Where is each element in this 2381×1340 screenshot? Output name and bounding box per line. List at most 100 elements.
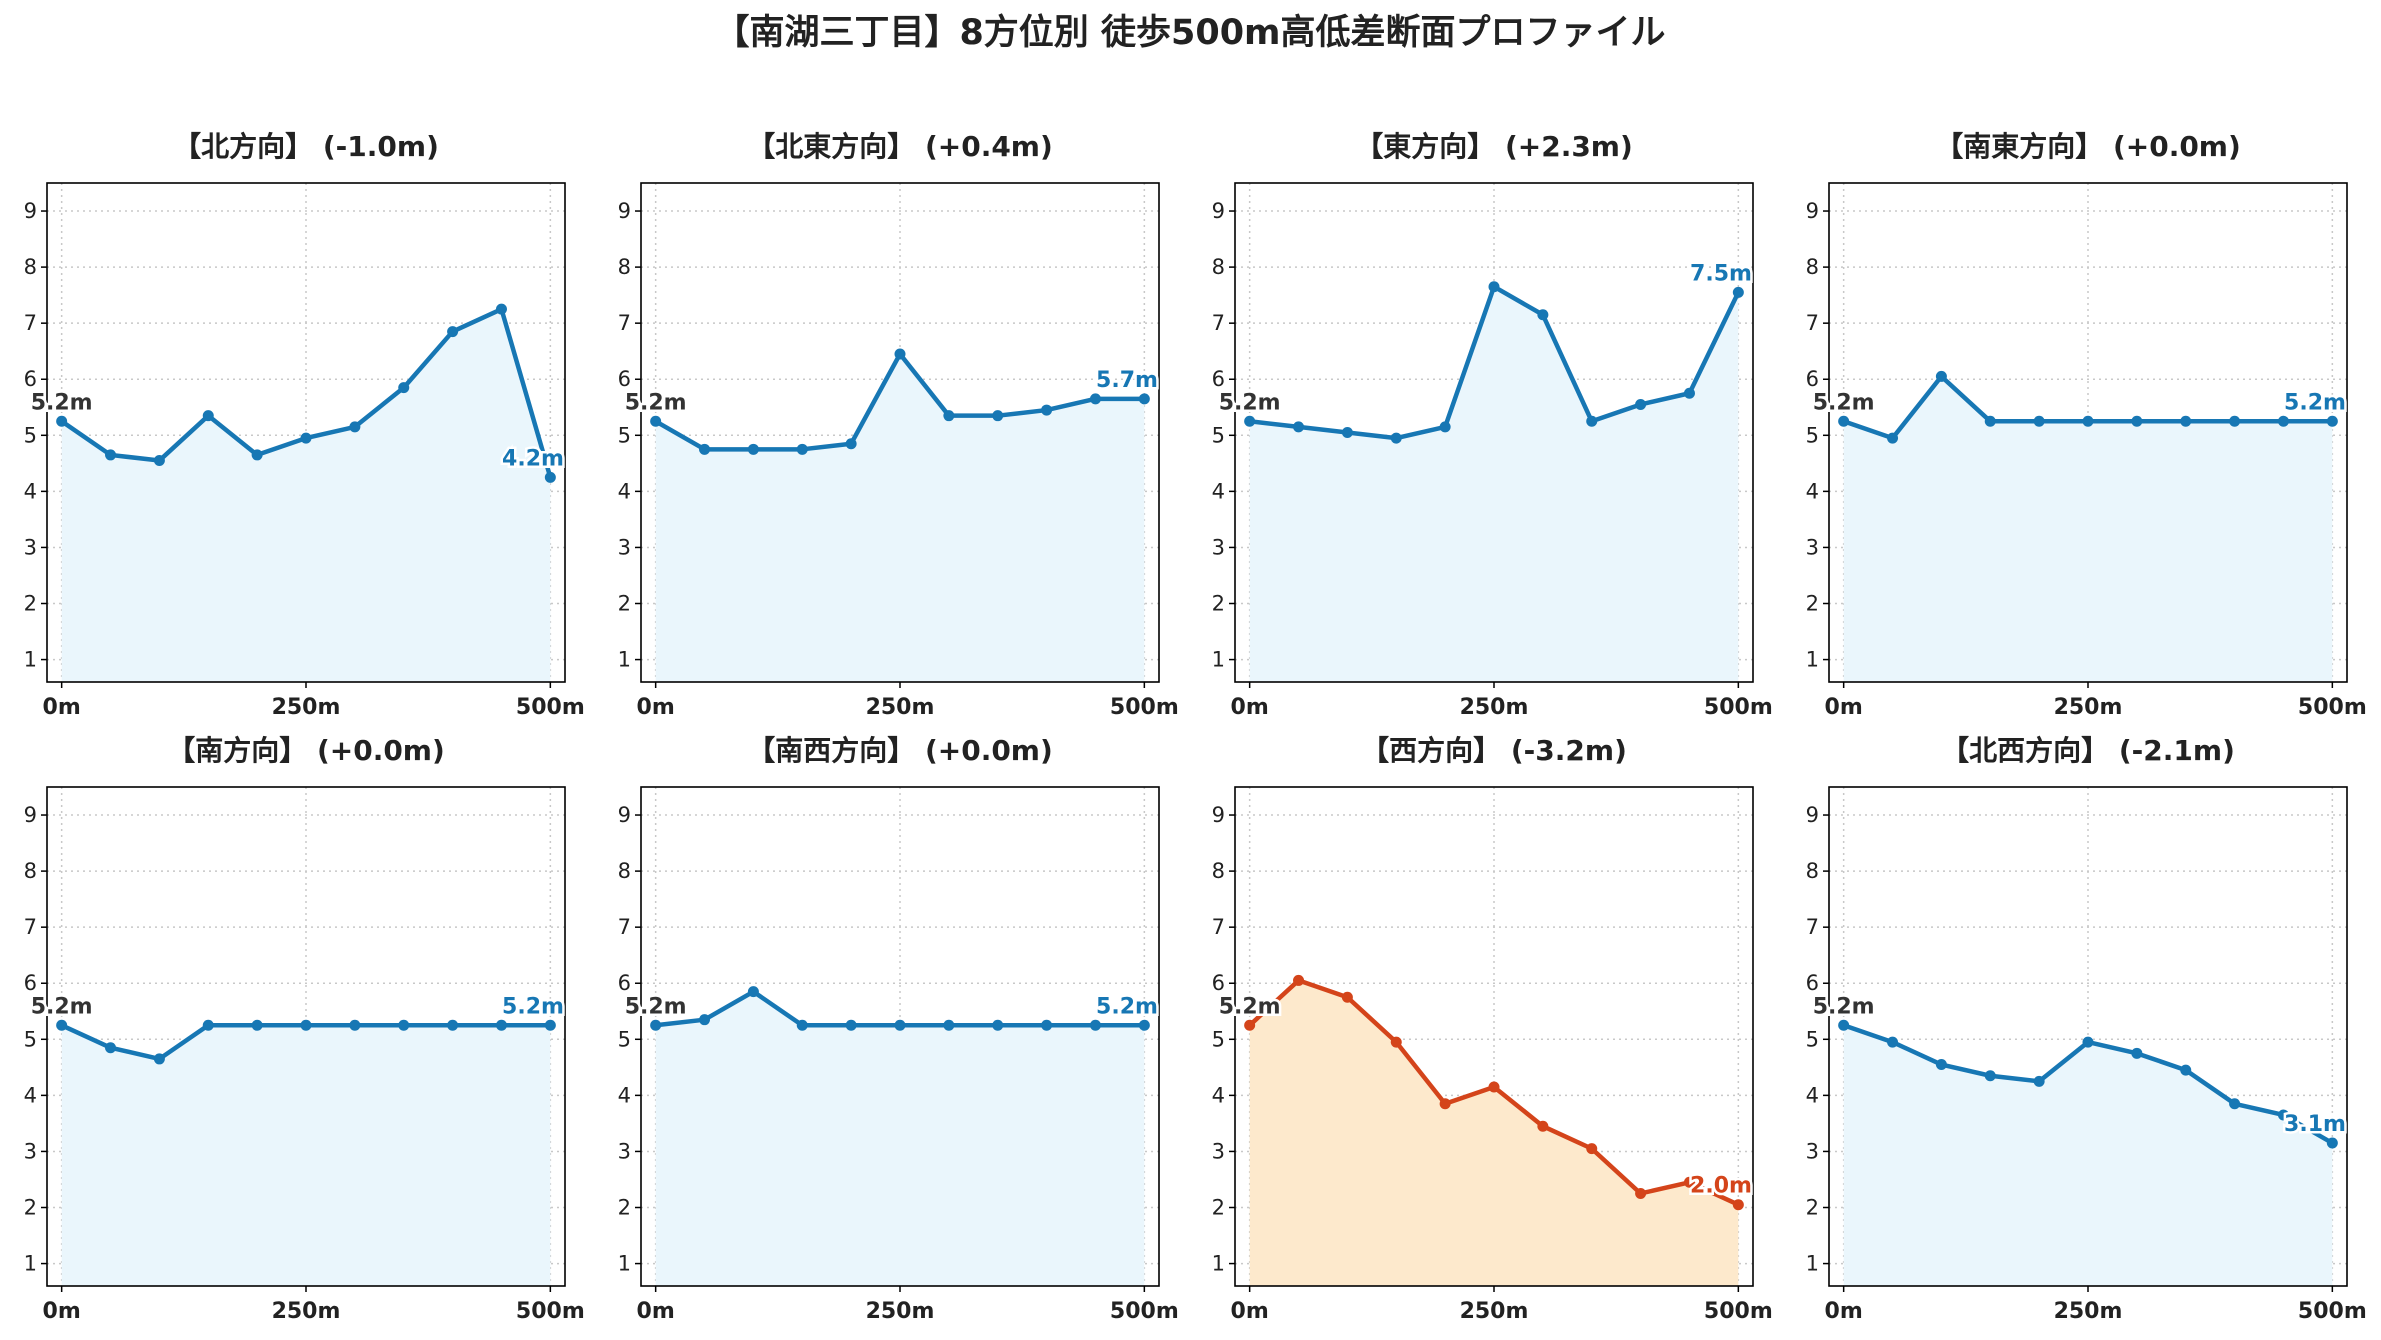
data-point bbox=[894, 1019, 906, 1031]
y-tick-label: 1 bbox=[24, 1252, 37, 1276]
data-point bbox=[992, 410, 1004, 422]
data-point bbox=[1732, 286, 1744, 298]
x-tick-label: 0m bbox=[1825, 1299, 1863, 1324]
data-point bbox=[1293, 421, 1305, 433]
y-tick-label: 1 bbox=[24, 648, 37, 672]
end-value-label: 2.0m bbox=[1690, 1174, 1752, 1199]
y-tick-label: 1 bbox=[1806, 1252, 1819, 1276]
data-point bbox=[796, 1019, 808, 1031]
data-point bbox=[1935, 1059, 1947, 1071]
start-value-label: 5.2m bbox=[31, 390, 93, 415]
data-point bbox=[2131, 415, 2143, 427]
data-point bbox=[398, 1019, 410, 1031]
y-tick-label: 2 bbox=[1212, 592, 1225, 616]
data-point bbox=[1683, 1176, 1695, 1188]
panel-0: 【北方向】 (-1.0m) 1 2 3 4 5 6 7 8 9 0m 250m 500m 5.2m 4.2m bbox=[24, 130, 585, 720]
x-tick-label: 0m bbox=[637, 1299, 675, 1324]
data-point bbox=[349, 421, 361, 433]
data-point bbox=[1341, 427, 1353, 438]
data-point bbox=[105, 449, 117, 461]
x-tick-label: 500m bbox=[1110, 695, 1179, 720]
y-tick-label: 7 bbox=[618, 311, 631, 335]
y-tick-label: 8 bbox=[24, 255, 37, 279]
y-tick-label: 8 bbox=[1212, 255, 1225, 279]
y-tick-label: 5 bbox=[618, 423, 631, 447]
end-value-label: 5.2m bbox=[1096, 994, 1158, 1019]
x-tick-label: 500m bbox=[516, 695, 585, 720]
y-tick-label: 8 bbox=[1806, 255, 1819, 279]
y-tick-label: 4 bbox=[1806, 1083, 1819, 1107]
y-tick-label: 4 bbox=[1212, 479, 1225, 503]
panel-title: 【南方向】 (+0.0m) bbox=[167, 734, 445, 767]
y-tick-label: 3 bbox=[1212, 1139, 1225, 1163]
y-tick-label: 9 bbox=[24, 199, 37, 223]
data-point bbox=[1732, 1199, 1744, 1211]
data-point bbox=[349, 1019, 361, 1031]
data-point bbox=[2082, 415, 2094, 427]
figure-title: 【南湖三丁目】8方位別 徒歩500m高低差断面プロファイル bbox=[714, 13, 1665, 53]
panel-title: 【西方向】 (-3.2m) bbox=[1361, 734, 1627, 767]
panel-3: 【南東方向】 (+0.0m) 1 2 3 4 5 6 7 8 9 0m 250m 500m 5.2m 5.2… bbox=[1806, 130, 2367, 720]
y-tick-label: 9 bbox=[1806, 803, 1819, 827]
y-tick-label: 5 bbox=[1212, 423, 1225, 447]
x-tick-label: 250m bbox=[2054, 1299, 2123, 1324]
data-point bbox=[796, 443, 808, 455]
panel-title: 【南西方向】 (+0.0m) bbox=[747, 734, 1053, 767]
data-point bbox=[2033, 415, 2045, 427]
data-point bbox=[544, 471, 556, 483]
data-point bbox=[650, 1019, 662, 1031]
panel-title: 【北東方向】 (+0.4m) bbox=[747, 130, 1053, 163]
y-tick-label: 1 bbox=[618, 648, 631, 672]
data-point bbox=[2229, 1098, 2241, 1110]
data-point bbox=[699, 1014, 711, 1026]
data-point bbox=[56, 1019, 68, 1031]
y-tick-label: 6 bbox=[24, 367, 37, 391]
y-tick-label: 1 bbox=[618, 1252, 631, 1276]
panel-title: 【北西方向】 (-2.1m) bbox=[1941, 734, 2235, 767]
y-tick-label: 3 bbox=[24, 1139, 37, 1163]
panel-title: 【東方向】 (+2.3m) bbox=[1355, 130, 1633, 163]
data-point bbox=[1488, 281, 1500, 293]
data-point bbox=[2326, 415, 2338, 427]
data-point bbox=[747, 986, 759, 998]
start-value-label: 5.2m bbox=[1813, 994, 1875, 1019]
panel-1: 【北東方向】 (+0.4m) 1 2 3 4 5 6 7 8 9 0m 250m 500m 5.2m 5.7… bbox=[618, 130, 1179, 720]
data-point bbox=[2229, 415, 2241, 427]
y-tick-label: 7 bbox=[1212, 915, 1225, 939]
data-point bbox=[845, 438, 857, 450]
end-value-label: 7.5m bbox=[1690, 261, 1752, 286]
data-point bbox=[650, 415, 662, 427]
y-tick-label: 6 bbox=[1806, 367, 1819, 391]
x-tick-label: 250m bbox=[272, 695, 341, 720]
data-point bbox=[943, 410, 955, 422]
data-point bbox=[2082, 1036, 2094, 1048]
data-point bbox=[1244, 415, 1256, 427]
x-tick-label: 250m bbox=[1460, 1299, 1529, 1324]
x-tick-label: 250m bbox=[866, 695, 935, 720]
data-point bbox=[1439, 1098, 1451, 1110]
y-tick-label: 8 bbox=[1806, 859, 1819, 883]
start-value-label: 5.2m bbox=[1813, 390, 1875, 415]
data-point bbox=[202, 1019, 214, 1031]
data-point bbox=[1635, 398, 1647, 410]
data-point bbox=[1635, 1187, 1647, 1199]
y-tick-label: 5 bbox=[24, 1027, 37, 1051]
y-tick-label: 6 bbox=[618, 367, 631, 391]
y-tick-label: 3 bbox=[1806, 1139, 1819, 1163]
start-value-label: 5.2m bbox=[31, 994, 93, 1019]
elevation-area bbox=[1843, 376, 2333, 682]
y-tick-label: 8 bbox=[618, 859, 631, 883]
y-tick-label: 7 bbox=[1806, 311, 1819, 335]
data-point bbox=[1390, 432, 1402, 444]
y-tick-label: 2 bbox=[1212, 1196, 1225, 1220]
y-tick-label: 2 bbox=[24, 592, 37, 616]
x-tick-label: 0m bbox=[43, 695, 81, 720]
elevation-area bbox=[61, 309, 551, 682]
data-point bbox=[447, 1019, 459, 1031]
y-tick-label: 1 bbox=[1806, 648, 1819, 672]
data-point bbox=[495, 1019, 507, 1031]
x-tick-label: 0m bbox=[43, 1299, 81, 1324]
panel-5: 【南西方向】 (+0.0m) 1 2 3 4 5 6 7 8 9 0m 250m 500m 5.2m 5.2… bbox=[618, 734, 1179, 1324]
data-point bbox=[747, 443, 759, 455]
y-tick-label: 9 bbox=[618, 199, 631, 223]
